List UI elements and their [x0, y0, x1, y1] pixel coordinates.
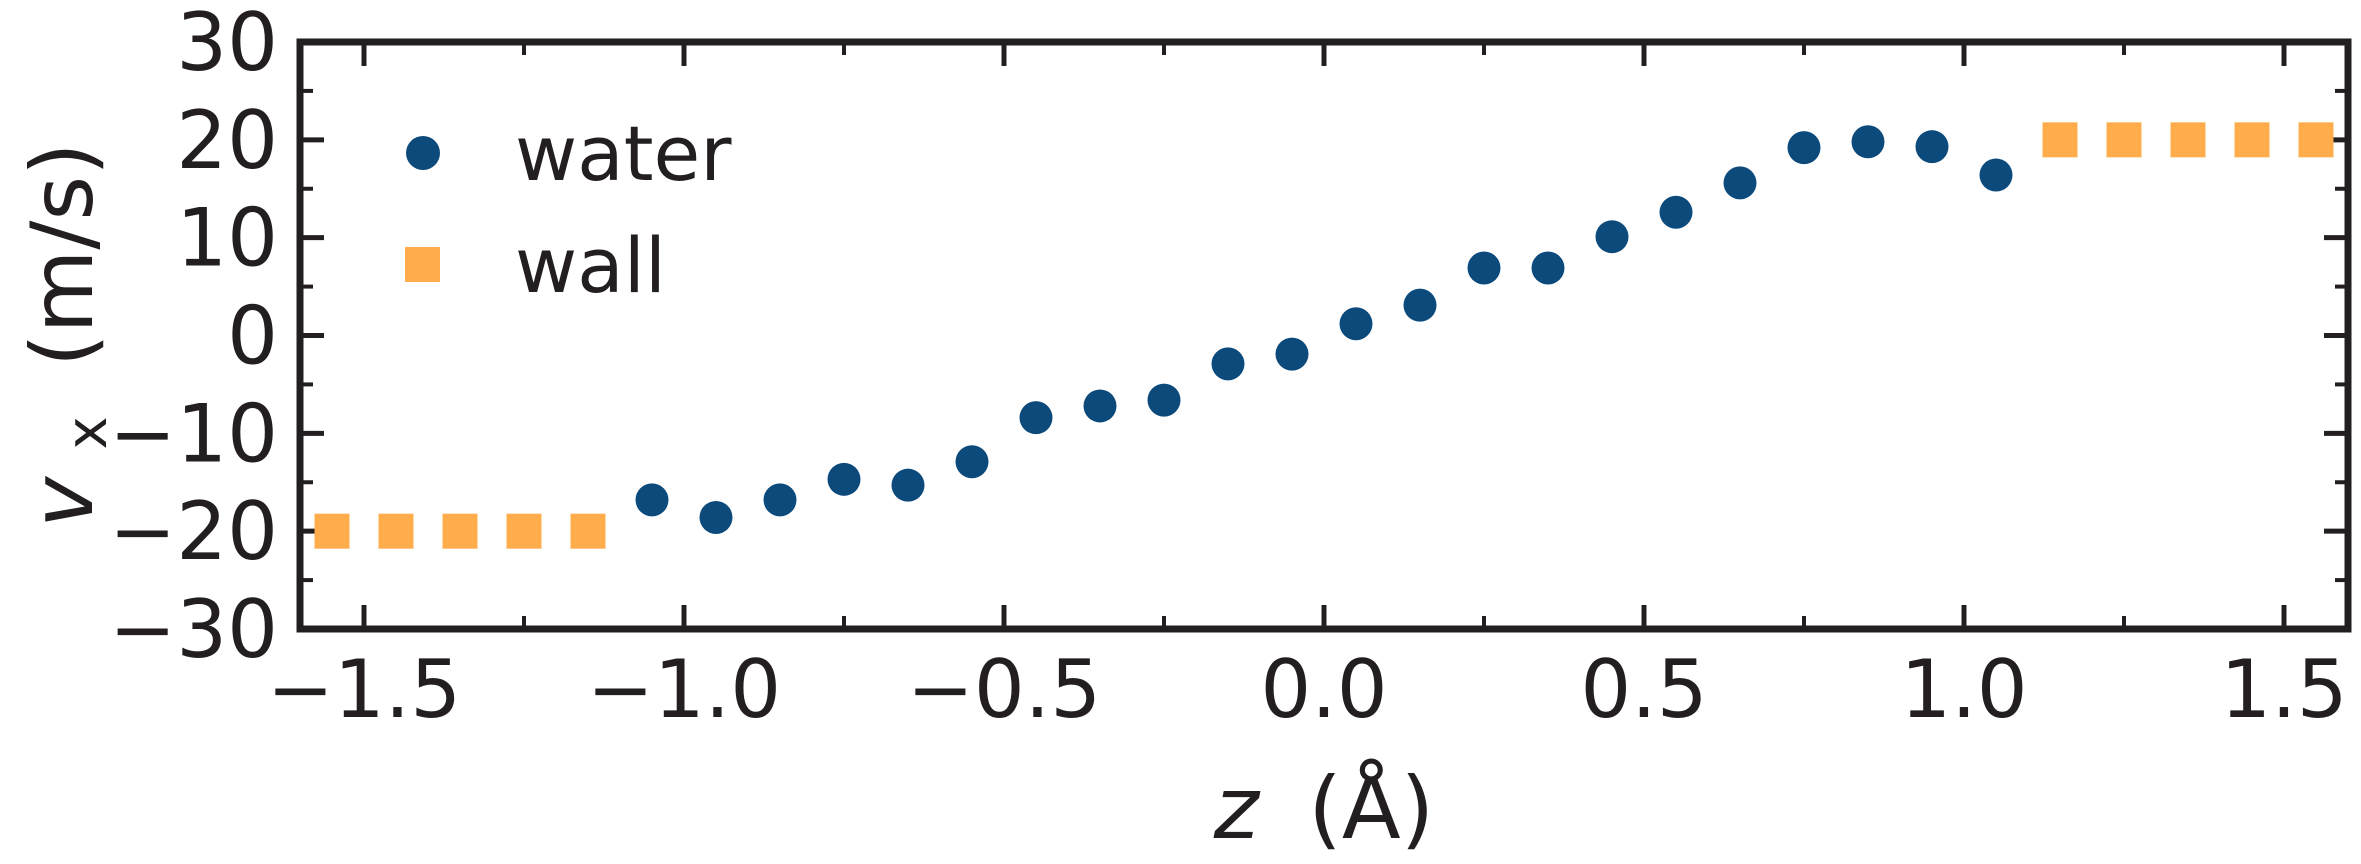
x-tick-label: 1.5 [2220, 643, 2347, 736]
data-point-water [1019, 401, 1053, 435]
legend-marker-wall [405, 247, 440, 282]
data-marks [314, 122, 2334, 549]
data-point-wall [2170, 122, 2206, 158]
data-point-water [1147, 383, 1181, 417]
data-point-water [1851, 125, 1885, 159]
data-point-wall [2298, 122, 2334, 158]
data-point-wall [442, 513, 478, 549]
data-point-wall [314, 513, 350, 549]
y-axis-variable: v [13, 476, 113, 528]
x-axis-variable: z [1213, 759, 1261, 859]
data-point-wall [378, 513, 414, 549]
data-point-water [763, 483, 797, 517]
plot-area-frame [296, 38, 2352, 633]
y-tick-label: −10 [109, 387, 278, 480]
x-tick-label: 1.0 [1900, 643, 2027, 736]
x-axis-unit: (Å) [1308, 758, 1434, 859]
data-point-water [1275, 337, 1309, 371]
data-point-water [891, 468, 925, 502]
data-point-water [955, 445, 989, 479]
data-point-water [635, 483, 669, 517]
data-point-water [1787, 131, 1821, 165]
data-point-wall [2234, 122, 2270, 158]
data-point-water [1979, 158, 2013, 192]
y-axis-label: v x (m/s) [13, 142, 127, 527]
data-point-water [1403, 288, 1437, 322]
data-point-wall [506, 513, 542, 549]
data-point-water [1467, 251, 1501, 285]
y-axis-unit: (m/s) [13, 142, 113, 367]
data-point-water [827, 462, 861, 496]
data-point-wall [2106, 122, 2142, 158]
data-point-water [1723, 166, 1757, 200]
legend-marker-water [406, 136, 440, 170]
data-point-wall [570, 513, 606, 549]
data-point-water [1659, 195, 1693, 229]
y-tick-label: −30 [109, 583, 278, 676]
y-tick-label: 0 [227, 290, 278, 383]
y-tick-label: 10 [176, 192, 278, 285]
x-tick-label: −0.5 [907, 643, 1101, 736]
x-axis-label: z (Å) [1213, 758, 1434, 859]
x-tick-label: −1.5 [267, 643, 461, 736]
legend: water wall [405, 109, 732, 310]
data-point-water [1531, 251, 1565, 285]
data-point-water [1083, 389, 1117, 423]
y-tick-label: 20 [176, 94, 278, 187]
data-point-water [1339, 307, 1373, 341]
y-tick-label: −20 [109, 485, 278, 578]
data-point-water [699, 500, 733, 534]
legend-label-water: water [515, 109, 732, 198]
data-point-wall [2042, 122, 2078, 158]
y-tick-label: 30 [176, 0, 278, 89]
y-axis-subscript: x [55, 416, 120, 449]
x-tick-label: 0.0 [1260, 643, 1387, 736]
data-point-water [1915, 130, 1949, 164]
data-point-water [1595, 220, 1629, 254]
x-tick-label: −1.0 [587, 643, 781, 736]
x-tick-label: 0.5 [1580, 643, 1707, 736]
x-tick-labels: −1.5 −1.0 −0.5 0.0 0.5 1.0 1.5 [267, 643, 2348, 736]
legend-label-wall: wall [515, 221, 666, 310]
data-point-water [1211, 347, 1245, 381]
